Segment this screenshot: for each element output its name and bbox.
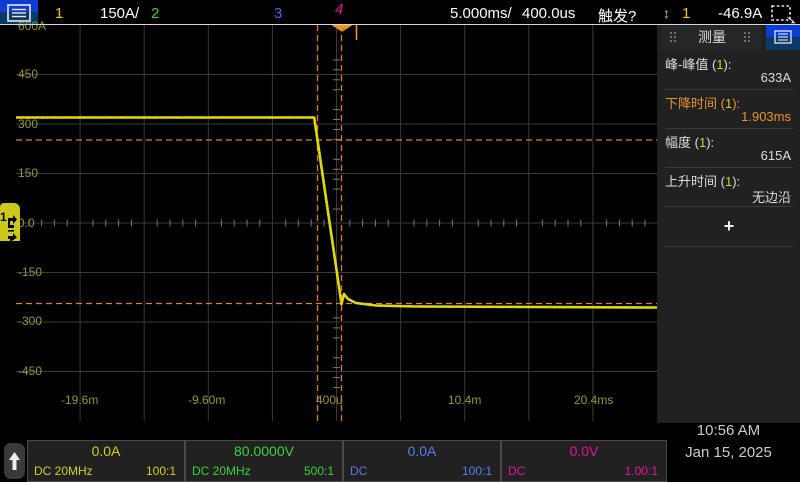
svg-text:1: 1	[0, 210, 7, 224]
